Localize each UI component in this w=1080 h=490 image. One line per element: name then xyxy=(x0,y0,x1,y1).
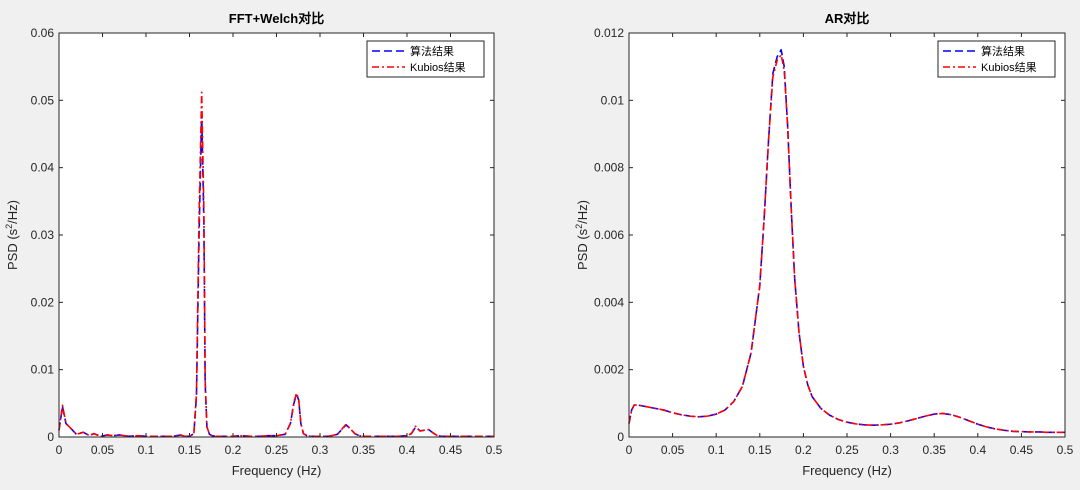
x-axis-label: Frequency (Hz) xyxy=(802,463,892,478)
x-tick-label: 0.5 xyxy=(1057,443,1074,457)
y-tick-label: 0.002 xyxy=(594,363,624,377)
x-tick-label: 0.3 xyxy=(882,443,899,457)
x-tick-label: 0.45 xyxy=(1010,443,1034,457)
y-axis-label-superscript: 2 xyxy=(4,224,14,229)
y-axis-label-superscript: 2 xyxy=(574,224,584,229)
y-axis-label: PSD (s2/Hz) xyxy=(4,200,20,270)
x-tick-label: 0.1 xyxy=(708,443,725,457)
legend: 算法结果 Kubios结果 xyxy=(366,40,485,78)
legend-label-kubios: Kubios结果 xyxy=(410,61,466,74)
series-line-kubios xyxy=(58,91,494,438)
y-tick-label: 0.02 xyxy=(31,295,55,309)
chart-panel-1: 0 0.05 0.1 0.15 0.2 0.25 0.3 0.35 0.4 0.45 0.5 0 0.0… xyxy=(4,11,503,478)
legend-label-algorithm: 算法结果 xyxy=(410,44,454,58)
y-axis-label-unit: /Hz) xyxy=(5,200,20,224)
legend-box xyxy=(937,40,1056,78)
x-tick-label: 0 xyxy=(56,443,63,457)
x-tick-label: 0.25 xyxy=(835,443,859,457)
y-tick-label: 0.03 xyxy=(31,228,55,242)
y-tick-label: 0 xyxy=(617,430,624,444)
series-line-kubios xyxy=(628,54,1065,434)
y-tick-label: 0.01 xyxy=(31,363,55,377)
legend-label-algorithm: 算法结果 xyxy=(981,44,1025,58)
x-tick-label: 0.5 xyxy=(486,443,503,457)
x-tick-label: 0.05 xyxy=(661,443,685,457)
y-tick-label: 0.05 xyxy=(31,93,55,107)
y-tick-label: 0.04 xyxy=(31,161,55,175)
x-tick-label: 0 xyxy=(626,443,633,457)
y-tick-label: 0.004 xyxy=(594,295,624,309)
y-axis-label-text: PSD (s xyxy=(5,228,20,270)
y-tick-label: 0.008 xyxy=(594,161,624,175)
x-tick-label: 0.4 xyxy=(399,443,416,457)
legend-label-kubios: Kubios结果 xyxy=(981,61,1037,74)
y-tick-label: 0.012 xyxy=(594,26,624,40)
x-tick-label: 0.2 xyxy=(225,443,242,457)
plot-area xyxy=(59,33,494,437)
x-tick-label: 0.1 xyxy=(138,443,155,457)
x-tick-label: 0.15 xyxy=(178,443,202,457)
y-tick-label: 0.006 xyxy=(594,228,624,242)
x-tick-label: 0.3 xyxy=(312,443,329,457)
x-axis-label: Frequency (Hz) xyxy=(232,463,322,478)
x-tick-label: 0.05 xyxy=(91,443,115,457)
legend: 算法结果 Kubios结果 xyxy=(937,40,1056,78)
chart-title: AR对比 xyxy=(825,11,870,26)
y-tick-label: 0.01 xyxy=(601,93,625,107)
x-tick-label: 0.15 xyxy=(748,443,772,457)
chart-title: FFT+Welch对比 xyxy=(229,11,324,26)
y-axis-label: PSD (s2/Hz) xyxy=(574,200,590,270)
x-tick-label: 0.35 xyxy=(923,443,947,457)
y-tick-label: 0 xyxy=(47,430,54,444)
x-tick-label: 0.2 xyxy=(795,443,812,457)
plot-area xyxy=(629,33,1065,437)
y-tick-label: 0.06 xyxy=(31,26,55,40)
x-tick-label: 0.25 xyxy=(265,443,289,457)
chart-panel-2: 0 0.05 0.1 0.15 0.2 0.25 0.3 0.35 0.4 0.45 0.5 0 0.0… xyxy=(574,11,1074,478)
x-tick-label: 0.4 xyxy=(969,443,986,457)
x-tick-label: 0.35 xyxy=(352,443,376,457)
y-axis-label-text: PSD (s xyxy=(575,228,590,270)
legend-box xyxy=(366,40,485,78)
y-axis-label-unit: /Hz) xyxy=(575,200,590,224)
x-tick-label: 0.45 xyxy=(439,443,463,457)
